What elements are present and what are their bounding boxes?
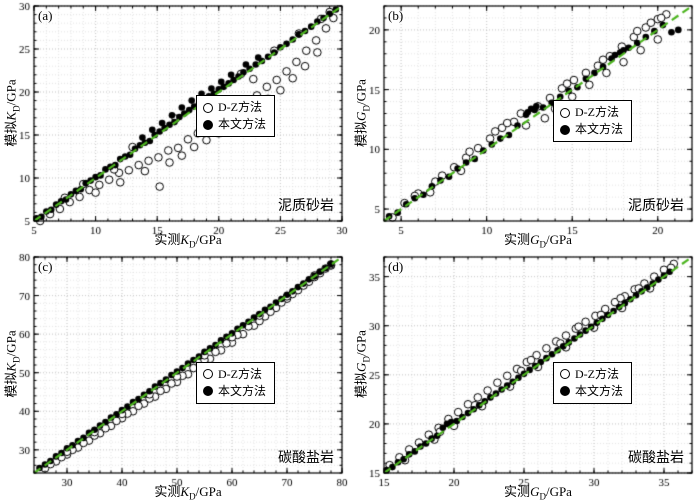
panel-d-plot (350, 251, 700, 503)
panel-a-plot (0, 0, 350, 251)
filled-circle-marker-icon (203, 386, 213, 397)
panel-c-plot (0, 251, 350, 503)
legend-label-dz: D-Z方法 (218, 366, 262, 381)
open-circle-marker-icon (203, 369, 213, 380)
panel-d-region-label: 碳酸盐岩 (628, 451, 684, 466)
panel-b-legend: D-Z方法 本文方法 (553, 100, 633, 143)
legend-row-ours: 本文方法 (560, 121, 623, 138)
panel-b-xlabel: 实测GD/GPa (504, 232, 572, 250)
legend-row-ours: 本文方法 (203, 383, 266, 400)
legend-label-ours: 本文方法 (218, 383, 267, 398)
panel-b-plot (350, 0, 700, 251)
panel-b-ylabel: 模拟GD/GPa (353, 78, 372, 147)
panel-a-legend: D-Z方法 本文方法 (196, 95, 276, 138)
legend-row-ours: 本文方法 (203, 116, 266, 133)
legend-label-ours: 本文方法 (218, 117, 267, 132)
panel-c-xlabel: 实测KD/GPa (154, 484, 222, 502)
legend-row-dz: D-Z方法 (203, 99, 266, 116)
filled-circle-marker-icon (203, 119, 213, 130)
filled-circle-marker-icon (560, 386, 570, 397)
panel-c-ylabel: 模拟KD/GPa (3, 330, 22, 398)
legend-label-ours: 本文方法 (575, 383, 624, 398)
panel-c-region-label: 碳酸盐岩 (278, 451, 334, 466)
legend-row-dz: D-Z方法 (560, 104, 623, 121)
panel-c: (c) D-Z方法 本文方法 碳酸盐岩 实测KD/GPa 模拟KD/GPa (0, 251, 350, 503)
panel-d-ylabel: 模拟GD/GPa (353, 330, 372, 399)
filled-circle-marker-icon (560, 124, 570, 135)
panel-c-letter: (c) (38, 259, 53, 274)
panel-d: (d) D-Z方法 本文方法 碳酸盐岩 实测GD/GPa 模拟GD/GPa (350, 251, 700, 503)
panel-d-legend: D-Z方法 本文方法 (553, 361, 633, 404)
panel-b-letter: (b) (388, 8, 404, 23)
legend-row-ours: 本文方法 (560, 383, 623, 400)
open-circle-marker-icon (203, 102, 213, 113)
open-circle-marker-icon (560, 369, 570, 380)
panel-d-letter: (d) (388, 259, 404, 274)
panel-b: (b) D-Z方法 本文方法 泥质砂岩 实测GD/GPa 模拟GD/GPa (350, 0, 700, 251)
legend-label-dz: D-Z方法 (575, 366, 619, 381)
legend-label-ours: 本文方法 (575, 122, 624, 137)
legend-label-dz: D-Z方法 (575, 105, 619, 120)
panel-a-ylabel: 模拟KD/GPa (3, 79, 22, 147)
panel-a: (a) D-Z方法 本文方法 泥质砂岩 实测KD/GPa 模拟KD/GPa (0, 0, 350, 251)
panel-a-letter: (a) (38, 8, 53, 23)
legend-label-dz: D-Z方法 (218, 100, 262, 115)
panel-d-xlabel: 实测GD/GPa (504, 484, 572, 502)
legend-row-dz: D-Z方法 (560, 366, 623, 383)
legend-row-dz: D-Z方法 (203, 366, 266, 383)
panel-b-region-label: 泥质砂岩 (628, 199, 684, 214)
panel-c-legend: D-Z方法 本文方法 (196, 361, 276, 404)
open-circle-marker-icon (560, 107, 570, 118)
panel-a-region-label: 泥质砂岩 (278, 199, 334, 214)
panel-a-xlabel: 实测KD/GPa (154, 232, 222, 250)
